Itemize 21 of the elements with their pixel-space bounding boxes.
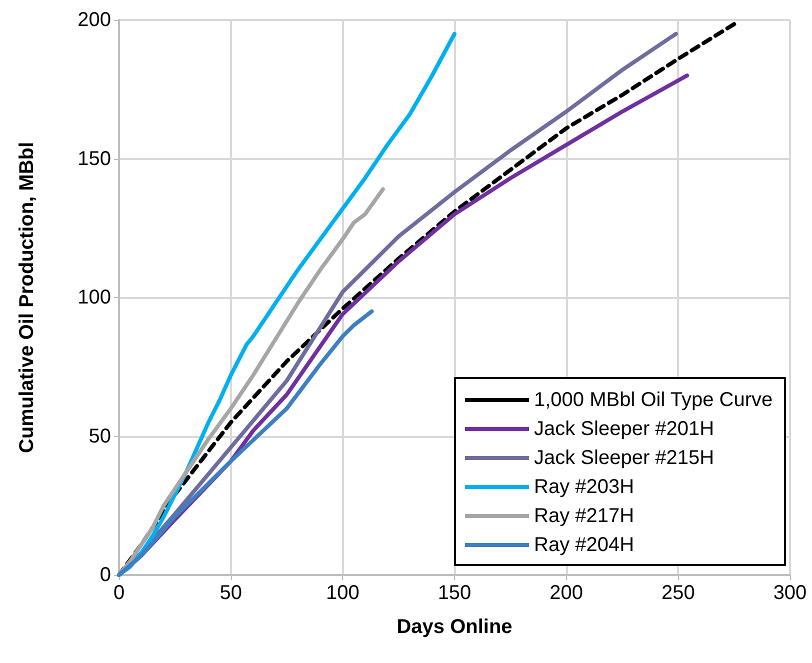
- x-tick-label: 250: [661, 582, 695, 604]
- legend-label: Jack Sleeper #201H: [534, 418, 714, 440]
- y-tick-label: 200: [78, 9, 111, 31]
- line-series: [117, 309, 374, 577]
- x-axis-title: Days Online: [396, 616, 512, 638]
- x-tick-label: 100: [326, 582, 360, 604]
- y-tick-label: 100: [78, 286, 111, 308]
- legend-label: Ray #204H: [534, 534, 634, 556]
- y-tick-label: 0: [100, 564, 111, 586]
- x-tick-label: 200: [550, 582, 584, 604]
- legend-label: Ray #203H: [534, 476, 634, 498]
- x-tick-label: 150: [438, 582, 472, 604]
- y-tick-label: 50: [88, 425, 111, 448]
- x-tick-label: 0: [113, 582, 125, 604]
- y-tick-label: 150: [78, 148, 111, 170]
- y-axis-title: Cumulative Oil Production, MBbl: [16, 142, 38, 454]
- legend-label: Jack Sleeper #215H: [534, 447, 714, 469]
- x-tick-label: 50: [220, 582, 242, 604]
- x-tick-label: 300: [773, 582, 807, 604]
- legend-label: 1,000 MBbl Oil Type Curve: [534, 389, 773, 411]
- legend-label: Ray #217H: [534, 505, 634, 527]
